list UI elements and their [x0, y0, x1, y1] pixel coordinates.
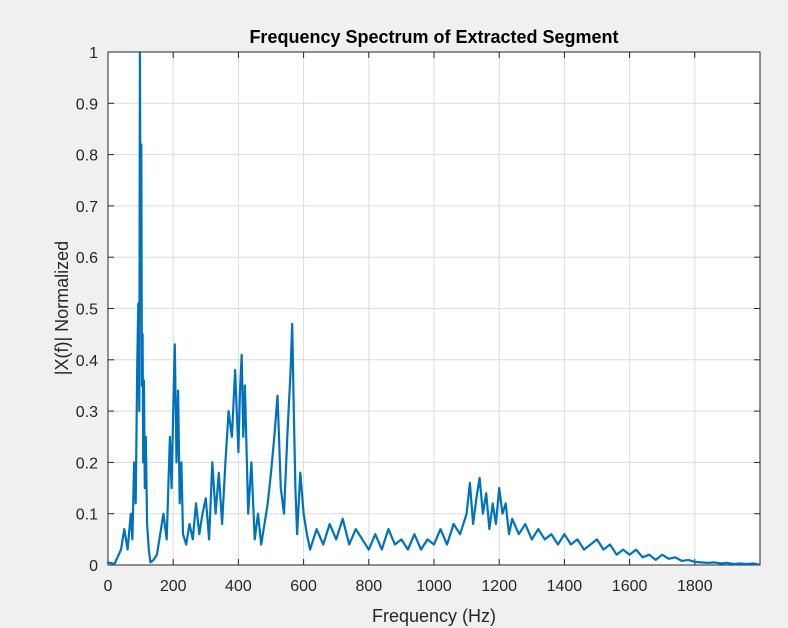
y-tick-label: 0.7	[76, 199, 98, 216]
series-layer	[106, 50, 760, 566]
x-tick-label: 1600	[612, 578, 648, 595]
tick-labels: 0 200 400 600 800 1000 1200 1400 1600 1800 0 0.1 0.2…	[76, 45, 713, 595]
x-tick-label: 600	[290, 578, 317, 595]
x-tick-label: 1400	[547, 578, 583, 595]
y-tick-label: 0.5	[76, 302, 98, 319]
x-tick-label: 1800	[677, 578, 713, 595]
y-tick-label: 0.9	[76, 96, 98, 113]
x-tick-label: 1000	[416, 578, 452, 595]
x-axis-title: Frequency (Hz)	[372, 606, 496, 626]
y-tick-label: 1	[89, 45, 98, 62]
y-tick-label: 0.6	[76, 250, 98, 267]
spectrum-line	[106, 50, 760, 566]
y-tick-label: 0.3	[76, 404, 98, 421]
chart-title: Frequency Spectrum of Extracted Segment	[249, 27, 618, 47]
x-tick-label: 800	[355, 578, 382, 595]
x-tick-label: 0	[104, 578, 113, 595]
x-tick-label: 400	[225, 578, 252, 595]
y-tick-label: 0.4	[76, 353, 98, 370]
y-tick-label: 0	[89, 558, 98, 575]
y-tick-label: 0.8	[76, 148, 98, 165]
x-tick-label: 200	[160, 578, 187, 595]
y-tick-label: 0.2	[76, 455, 98, 472]
y-axis-title: |X(f)| Normalized	[52, 241, 72, 375]
x-tick-label: 1200	[481, 578, 517, 595]
y-tick-label: 0.1	[76, 507, 98, 524]
